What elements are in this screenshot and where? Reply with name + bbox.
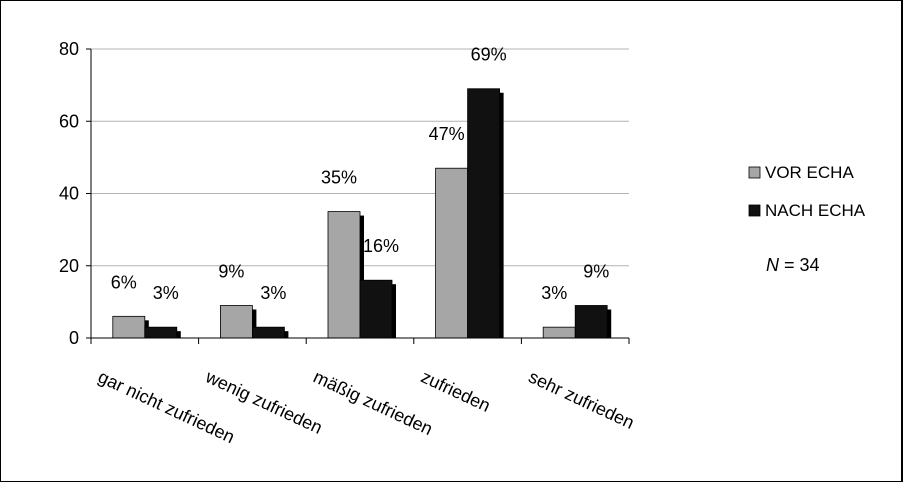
data-label: 47% <box>429 124 465 144</box>
data-label: 6% <box>111 272 137 292</box>
data-label: 9% <box>583 261 609 281</box>
y-tick-label: 20 <box>59 256 79 276</box>
bar-nach-echa <box>359 279 393 339</box>
bar-side <box>607 309 612 338</box>
data-label: 69% <box>471 45 507 65</box>
bar-nach-echa <box>574 305 608 339</box>
legend-swatch <box>748 166 761 179</box>
legend: VOR ECHA NACH ECHA <box>748 163 866 220</box>
x-category-label: sehr zufrieden <box>526 366 638 432</box>
data-label: 3% <box>260 283 286 303</box>
x-category-label: zufrieden <box>418 366 494 415</box>
bar-side <box>252 309 257 338</box>
sample-size-value: = 34 <box>779 255 820 275</box>
legend-label: VOR ECHA <box>765 163 854 182</box>
bar-vor-echa <box>327 211 361 339</box>
axes <box>90 49 630 344</box>
bar-vor-echa <box>542 326 576 339</box>
bar-nach-echa <box>144 326 178 339</box>
y-tick-label: 60 <box>59 111 79 131</box>
y-tick-label: 80 <box>59 39 79 59</box>
bar-side <box>360 215 364 338</box>
x-category-label: mäßig zufrieden <box>310 366 435 439</box>
bars: 6% 3% 9% 3% 35% 16% 47% 69% 3% 9% <box>111 45 612 339</box>
bar-vor-echa <box>435 167 469 339</box>
data-label: 16% <box>363 236 399 256</box>
bar-side <box>499 92 504 338</box>
bar-side <box>392 284 396 338</box>
bar-nach-echa <box>251 326 285 339</box>
data-label: 3% <box>153 283 179 303</box>
y-axis-ticks: 0 20 40 60 80 <box>59 39 91 348</box>
sample-size-symbol: N <box>766 255 780 275</box>
data-label: 3% <box>541 283 567 303</box>
bar-vor-echa <box>219 305 253 339</box>
y-tick-label: 40 <box>59 184 79 204</box>
bar-side <box>284 331 289 338</box>
sample-size-note: N = 34 <box>766 255 820 275</box>
legend-swatch <box>748 204 761 217</box>
bar-side <box>176 331 181 338</box>
bar-nach-echa <box>467 88 501 339</box>
data-label: 35% <box>321 168 357 188</box>
y-tick-label: 0 <box>69 328 79 348</box>
data-label: 9% <box>218 261 244 281</box>
bar-vor-echa <box>112 315 146 339</box>
legend-label: NACH ECHA <box>765 201 866 220</box>
